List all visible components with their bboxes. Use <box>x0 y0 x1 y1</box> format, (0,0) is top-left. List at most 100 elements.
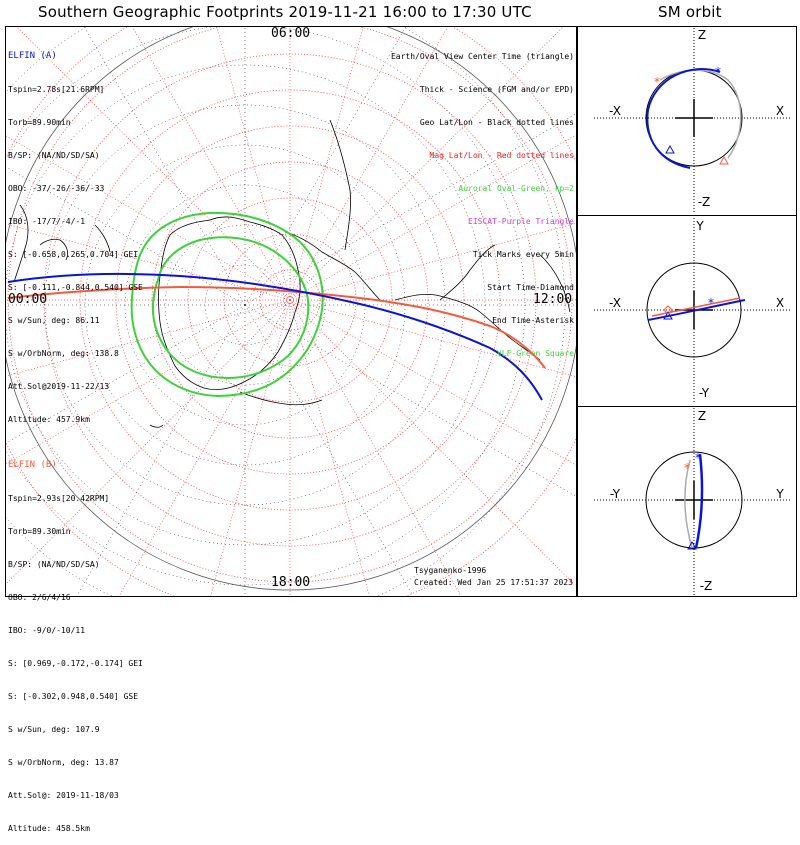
orbit-b-start-marker: * <box>684 461 690 475</box>
mag-lon-line <box>6 299 291 465</box>
mag-lon-line <box>6 299 291 584</box>
axis-label-top: Z <box>698 409 706 423</box>
elfin-a-line: S: [-0.658,0.265,0.704] GEI <box>8 250 139 259</box>
legend-item: End Time-Asterisk <box>492 316 574 325</box>
mag-lon-line <box>16 27 291 301</box>
legend-item: VLF-Green Square <box>496 349 574 358</box>
axis-label-bottom: -Y <box>699 386 710 400</box>
axis-label-left: -X <box>609 104 621 118</box>
mag-lon-line <box>289 299 576 377</box>
mag-lon-line <box>289 299 370 596</box>
orbit-panel-xy: Y -Y -X X * <box>594 218 790 404</box>
mag-lon-line <box>289 299 576 466</box>
orbit-frame <box>577 26 797 597</box>
legend-item: Geo Lat/Lon - Black dotted lines <box>419 118 574 127</box>
map-title: Southern Geographic Footprints 2019-11-2… <box>38 3 532 21</box>
mag-lon-line <box>289 27 564 301</box>
mag-lon-line <box>289 299 574 584</box>
axis-label-top: Y <box>695 219 704 233</box>
legend-item: EISCAT-Purple Triangle <box>468 217 574 226</box>
orbit-a-end-marker: * <box>715 65 721 79</box>
orbit-a-path <box>646 68 721 169</box>
orbit-b-start-marker: * <box>654 75 660 89</box>
orbit-panel-yz: Z -Z -Y Y * * <box>594 408 790 596</box>
legend-item: Tick Marks every 5min <box>472 250 574 259</box>
orbit-a-triangle <box>687 540 697 550</box>
mag-lon-line <box>6 135 291 301</box>
axis-label-right: Y <box>775 487 784 501</box>
footprint-map <box>5 26 797 597</box>
elfin-a-line: Tspin=2.78s[21.6RPM] <box>8 85 105 94</box>
mag-lon-line <box>216 27 291 301</box>
elfin-b-line: S: [0.969,-0.172,-0.174] GEI <box>8 659 143 668</box>
elfin-b-name: ELFIN (B) <box>8 460 57 470</box>
mag-lon-line <box>289 223 576 301</box>
orbit-b-path <box>651 297 741 317</box>
mag-lon-line <box>6 223 291 301</box>
legend-item: Auroral Oval-Green, kp=2 <box>458 184 574 193</box>
hour-label-top: 06:00 <box>271 26 311 41</box>
mag-lon-line <box>6 299 291 377</box>
legend: Earth/Oval View Center Time (triangle) T… <box>391 29 574 370</box>
elfin-b-line: OBO: 2/6/4/16 <box>8 593 71 602</box>
orbit-a-path <box>647 299 746 321</box>
elfin-a-line: S w/Sun, deg: 86.11 <box>8 316 100 325</box>
mag-lon-line <box>289 27 364 301</box>
elfin-b-line: S: [-0.302,0.948,0.540] GSE <box>8 692 139 701</box>
hour-label-right: 12:00 <box>533 292 573 307</box>
elfin-b-track <box>7 285 546 369</box>
axis-label-left: -X <box>609 296 621 310</box>
elfin-b-line: Altitude: 458.5km <box>8 824 90 833</box>
elfin-b-line: Torb=89.30min <box>8 527 71 536</box>
elfin-a-info: ELFIN (A) Tspin=2.78s[21.6RPM] Torb=89.9… <box>8 29 143 436</box>
elfin-a-name: ELFIN (A) <box>8 51 57 61</box>
auroral-oval <box>130 211 324 398</box>
elfin-a-line: Torb=89.90min <box>8 118 71 127</box>
elfin-a-line: S: [-0.111,-0.844,0.540] GSE <box>8 283 143 292</box>
orbit-a-path <box>694 453 704 549</box>
orbit-b-path <box>659 69 742 159</box>
legend-item: Thick - Science (FGM and/or EPD) <box>419 85 574 94</box>
elfin-a-line: S w/OrbNorm, deg: 138.8 <box>8 349 119 358</box>
axis-label-right: X <box>776 296 784 310</box>
axis-label-left: -Y <box>610 487 621 501</box>
hour-label-bottom: 18:00 <box>271 575 311 590</box>
elfin-b-line: B/SP: (NA/ND/SD/SA) <box>8 560 100 569</box>
mag-lon-line <box>210 299 291 596</box>
elfin-a-line: Att.Sol@2019-11-22/13 <box>8 382 110 391</box>
elfin-a-line: OBO: -37/-26/-36/-33 <box>8 184 105 193</box>
orbit-b-triangle <box>719 155 729 165</box>
axis-label-bottom: -Z <box>700 579 713 593</box>
legend-item: Earth/Oval View Center Time (triangle) <box>390 52 574 61</box>
sm-orbit-panels: Z -Z -X X * * Y -Y -X X * Z -Z -Y Y <box>594 28 790 596</box>
orbit-b-path <box>684 459 693 549</box>
elfin-a-line: IBO: -17/7/-4/-1 <box>8 217 86 226</box>
axis-label-top: Z <box>698 28 706 42</box>
orbit-a-triangle <box>665 144 675 154</box>
elfin-a-line: B/SP: (NA/ND/SD/SA) <box>8 151 100 160</box>
horizon-circle <box>6 27 576 591</box>
model-label: Tsyganenko-1996 <box>414 566 487 575</box>
elfin-a-line: Altitude: 457.9km <box>8 415 90 424</box>
elfin-b-line: S w/OrbNorm, deg: 13.87 <box>8 758 119 767</box>
orbit-a-end-marker: * <box>708 296 714 310</box>
orbit-a-triangle <box>663 310 673 320</box>
legend-item: Start Time-Diamond <box>487 283 574 292</box>
legend-item: Mag Lat/Lon - Red dotted lines <box>429 151 575 160</box>
earth-circle <box>645 451 743 549</box>
earth-circle <box>646 262 742 358</box>
created-label: Created: Wed Jan 25 17:51:37 2023 <box>414 578 573 587</box>
elfin-a-track <box>7 273 543 401</box>
orbit-panel-xz: Z -Z -X X * * <box>594 28 790 214</box>
axis-label-right: X <box>776 104 784 118</box>
orbit-b-diamond <box>663 305 673 315</box>
elfin-b-line: S w/Sun, deg: 107.9 <box>8 725 100 734</box>
elfin-b-line: Att.Sol@: 2019-11-18/03 <box>8 791 119 800</box>
orbit-title: SM orbit <box>658 3 722 21</box>
mag-lon-line <box>289 299 462 596</box>
elfin-b-line: Tspin=2.93s[20.42RPM] <box>8 494 110 503</box>
hour-label-left: 00:00 <box>8 292 48 307</box>
mag-lon-line <box>289 27 449 301</box>
antarctica-coastline <box>13 119 571 428</box>
mag-lon-line <box>118 299 291 596</box>
